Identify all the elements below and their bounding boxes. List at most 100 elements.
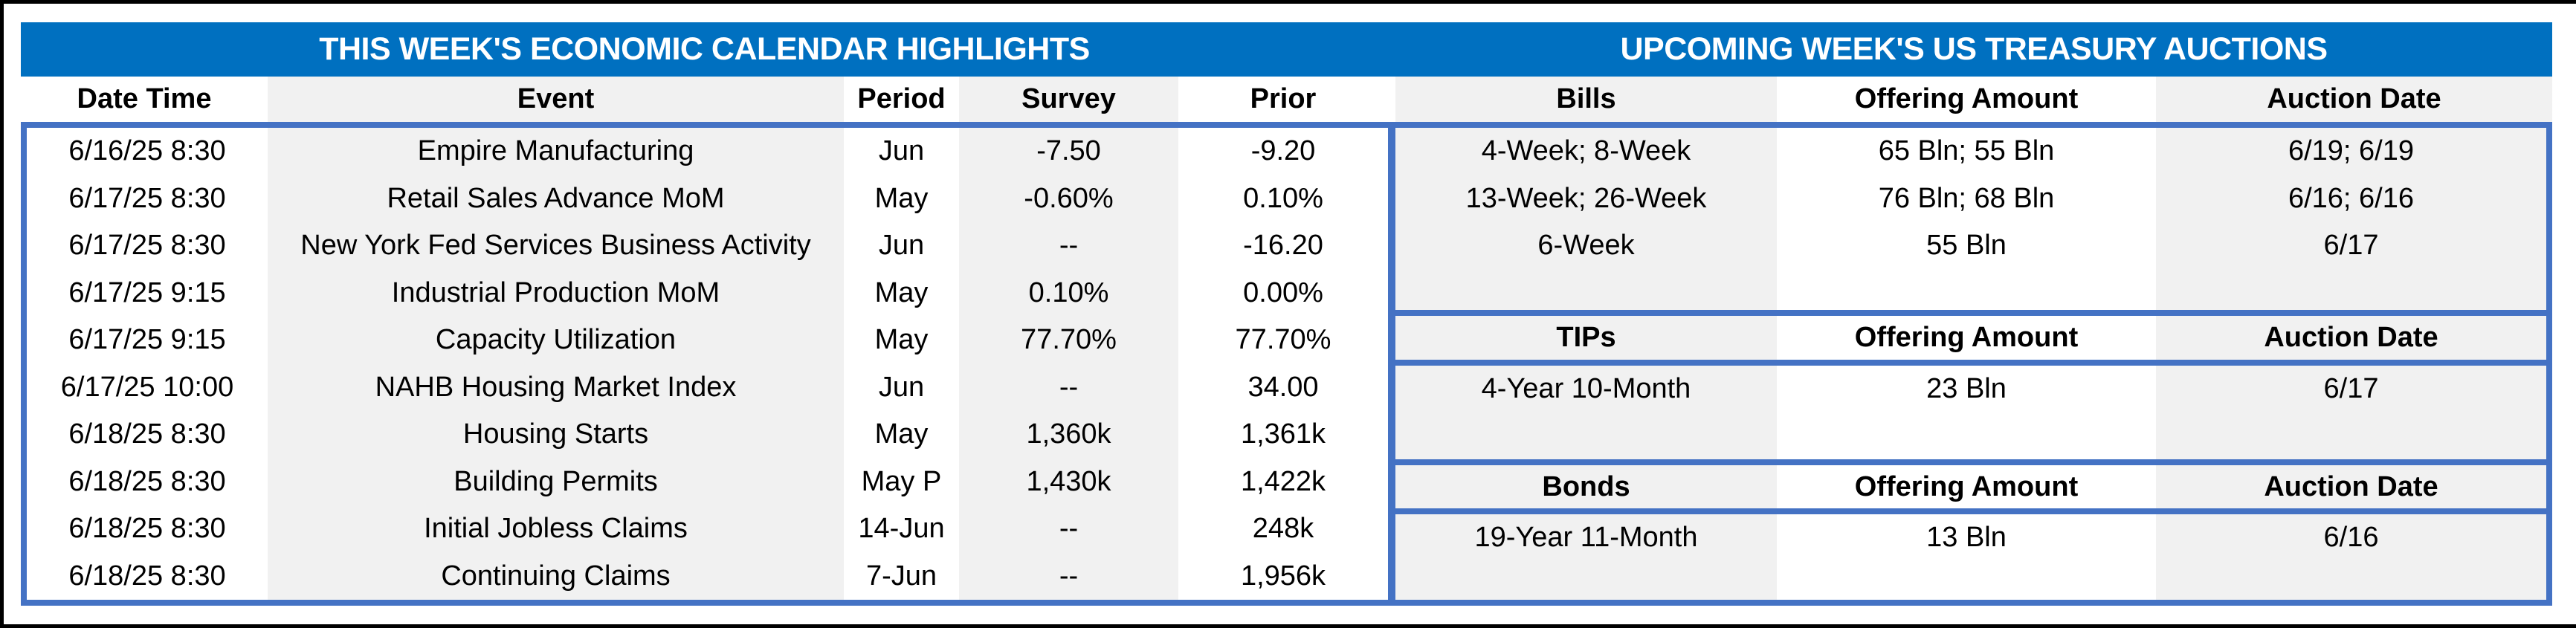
header-spacer [1388,77,1395,122]
bonds-bottom-border [1395,600,2546,606]
cell-date-time: 6/18/25 8:30 [27,411,268,459]
cell-event: Retail Sales Advance MoM [268,175,844,222]
cell-offering-amount: 23 Bln [1926,373,2007,405]
column-header-offering-amount: Offering Amount [1777,77,2156,122]
cell-event: Building Permits [268,458,844,505]
bonds-section: 19-Year 11-Month 13 Bln 6/16 [1395,514,2546,600]
cell-period: May P [844,458,959,505]
cell-date-time: 6/18/25 8:30 [27,552,268,600]
cell-security: 4-Year 10-Month [1481,373,1691,405]
cell-date-time: 6/16/25 8:30 [27,128,268,175]
cell-prior: 0.10% [1178,175,1388,222]
column-header-period: Period [844,77,959,122]
column-header-auction-date: Auction Date [2156,77,2552,122]
bonds-top-border [1395,459,2546,465]
bills-section: 4-Week; 8-Week 65 Bln; 55 Bln 6/19; 6/19… [1395,128,2546,310]
cell-period: May [844,317,959,364]
cell-date-time: 6/17/25 9:15 [27,317,268,364]
tips-header-underline [1395,360,2546,366]
cell-period: Jun [844,222,959,270]
bills-top-border [1395,122,2546,128]
column-header-survey: Survey [959,77,1178,122]
cell-auction-date: 6/16 [2323,522,2379,554]
cell-security: 6-Week [1537,230,1635,262]
cell-period: 7-Jun [844,552,959,600]
column-header-bonds: Bonds [1395,465,1777,508]
cell-date-time: 6/18/25 8:30 [27,458,268,505]
column-header-bills: Bills [1395,77,1777,122]
tips-section: 4-Year 10-Month 23 Bln 6/17 [1395,366,2546,459]
cell-prior: 0.00% [1178,269,1388,317]
cell-prior: 1,422k [1178,458,1388,505]
cell-period: May [844,175,959,222]
cell-survey: 0.10% [959,269,1178,317]
column-header-offering-amount: Offering Amount [1777,316,2156,360]
column-header-auction-date: Auction Date [2156,465,2546,508]
cell-prior: 77.70% [1178,317,1388,364]
tips-top-border [1395,310,2546,316]
column-header-tips: TIPs [1395,316,1777,360]
cell-date-time: 6/17/25 9:15 [27,269,268,317]
cell-prior: 1,361k [1178,411,1388,459]
cell-auction-date: 6/17 [2323,373,2379,405]
cell-security: 4-Week; 8-Week [1481,135,1691,167]
cell-survey: -- [959,505,1178,553]
cell-prior: -16.20 [1178,222,1388,270]
cell-security: 19-Year 11-Month [1474,522,1698,554]
cell-auction-date: 6/19; 6/19 [2288,135,2415,167]
calendar-title: THIS WEEK'S ECONOMIC CALENDAR HIGHLIGHTS [319,31,1090,67]
cell-period: Jun [844,128,959,175]
treasury-auctions-table: 4-Week; 8-Week 65 Bln; 55 Bln 6/19; 6/19… [1395,122,2552,606]
bonds-header-underline [1395,508,2546,514]
economic-calendar-table: 6/16/25 8:30 Empire Manufacturing Jun -7… [21,122,1388,606]
cell-date-time: 6/17/25 10:00 [27,363,268,411]
cell-offering-amount: 55 Bln [1926,230,2007,262]
tips-header-row: TIPs Offering Amount Auction Date [1395,316,2546,360]
cell-period: Jun [844,363,959,411]
cell-date-time: 6/18/25 8:30 [27,505,268,553]
table-divider [1388,122,1395,606]
calendar-bottom-border [27,600,1388,606]
title-bar-spacer [1388,22,1395,77]
cell-event: Capacity Utilization [268,317,844,364]
cell-event: Empire Manufacturing [268,128,844,175]
table-body: 6/16/25 8:30 Empire Manufacturing Jun -7… [21,122,2552,606]
cell-event: NAHB Housing Market Index [268,363,844,411]
cell-auction-date: 6/17 [2323,230,2379,262]
calendar-top-border [27,122,1388,128]
cell-offering-amount: 65 Bln; 55 Bln [1878,135,2055,167]
column-header-offering-amount: Offering Amount [1777,465,2156,508]
column-header-event: Event [268,77,844,122]
cell-survey: -0.60% [959,175,1178,222]
cell-survey: -- [959,552,1178,600]
cell-prior: 34.00 [1178,363,1388,411]
cell-prior: 1,956k [1178,552,1388,600]
cell-survey: -- [959,363,1178,411]
title-bar: THIS WEEK'S ECONOMIC CALENDAR HIGHLIGHTS… [21,22,2552,77]
cell-event: Industrial Production MoM [268,269,844,317]
cell-date-time: 6/17/25 8:30 [27,175,268,222]
cell-event: Initial Jobless Claims [268,505,844,553]
cell-prior: -9.20 [1178,128,1388,175]
cell-security: 13-Week; 26-Week [1465,182,1707,214]
column-header-date-time: Date Time [21,77,268,122]
bills-headers: Bills Offering Amount Auction Date [1395,77,2552,122]
calendar-rows: 6/16/25 8:30 Empire Manufacturing Jun -7… [27,128,1388,600]
cell-date-time: 6/17/25 8:30 [27,222,268,270]
cell-event: New York Fed Services Business Activity [268,222,844,270]
cell-survey: -7.50 [959,128,1178,175]
report-table: THIS WEEK'S ECONOMIC CALENDAR HIGHLIGHTS… [21,22,2552,606]
cell-survey: 1,360k [959,411,1178,459]
cell-auction-date: 6/16; 6/16 [2288,182,2415,214]
cell-event: Continuing Claims [268,552,844,600]
calendar-headers: Date Time Event Period Survey Prior [21,77,1388,122]
cell-survey: 1,430k [959,458,1178,505]
cell-survey: 77.70% [959,317,1178,364]
column-header-auction-date: Auction Date [2156,316,2546,360]
cell-period: 14-Jun [844,505,959,553]
cell-offering-amount: 13 Bln [1926,522,2007,554]
auctions-title: UPCOMING WEEK'S US TREASURY AUCTIONS [1620,31,2328,67]
column-header-prior: Prior [1178,77,1388,122]
cell-offering-amount: 76 Bln; 68 Bln [1878,182,2055,214]
